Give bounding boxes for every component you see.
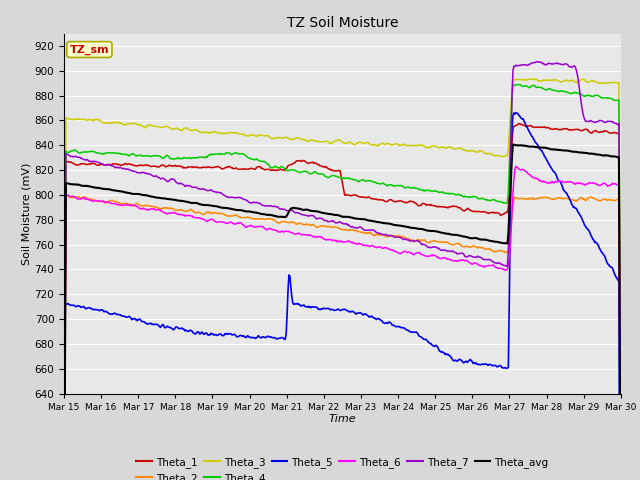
- X-axis label: Time: Time: [328, 414, 356, 424]
- Title: TZ Soil Moisture: TZ Soil Moisture: [287, 16, 398, 30]
- Text: TZ_sm: TZ_sm: [70, 44, 109, 55]
- Y-axis label: Soil Moisture (mV): Soil Moisture (mV): [22, 162, 32, 265]
- Legend: Theta_1, Theta_2, Theta_3, Theta_4, Theta_5, Theta_6, Theta_7, Theta_avg: Theta_1, Theta_2, Theta_3, Theta_4, Thet…: [132, 453, 553, 480]
